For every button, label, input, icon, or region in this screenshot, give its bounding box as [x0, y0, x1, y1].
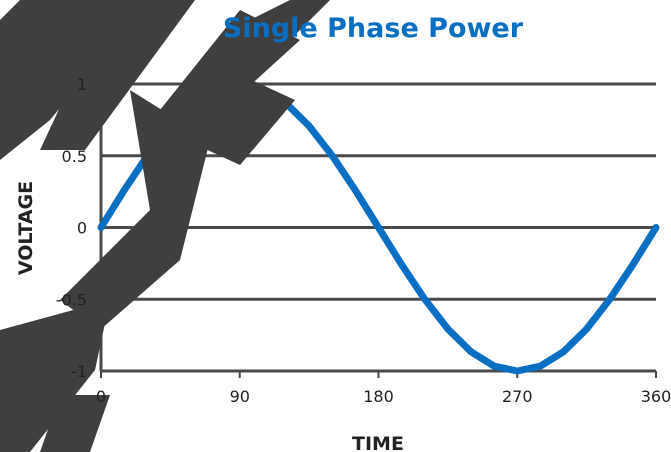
x-tick-label-0: 0	[96, 387, 106, 406]
y-tick-label-3: -0.5	[56, 290, 87, 309]
y-tick-label-4: -1	[71, 362, 87, 381]
y-tick-label-1: 0.5	[62, 147, 87, 166]
watermark-stroke-6	[0, 300, 110, 452]
x-tick-label-1: 90	[230, 387, 250, 406]
y-tick-label-0: 1	[77, 75, 87, 94]
x-tick-label-2: 180	[363, 387, 394, 406]
watermark-stroke-8	[250, 0, 330, 60]
y-axis-title: VOLTAGE	[15, 181, 37, 275]
watermark	[0, 0, 330, 452]
watermark-stroke-4	[60, 90, 210, 330]
x-tick-labels: 0 90 180 270 360	[96, 387, 671, 406]
watermark-stroke-2	[40, 0, 195, 150]
chart-title: Single Phase Power	[223, 13, 524, 44]
watermark-stroke-7	[40, 395, 110, 452]
y-tick-labels: 1 0.5 0 -0.5 -1	[56, 75, 87, 381]
x-tick-label-3: 270	[502, 387, 533, 406]
y-tick-label-2: 0	[77, 219, 87, 238]
x-tick-label-4: 360	[641, 387, 671, 406]
x-axis-title: TIME	[352, 433, 404, 452]
watermark-stroke-5	[175, 70, 295, 165]
